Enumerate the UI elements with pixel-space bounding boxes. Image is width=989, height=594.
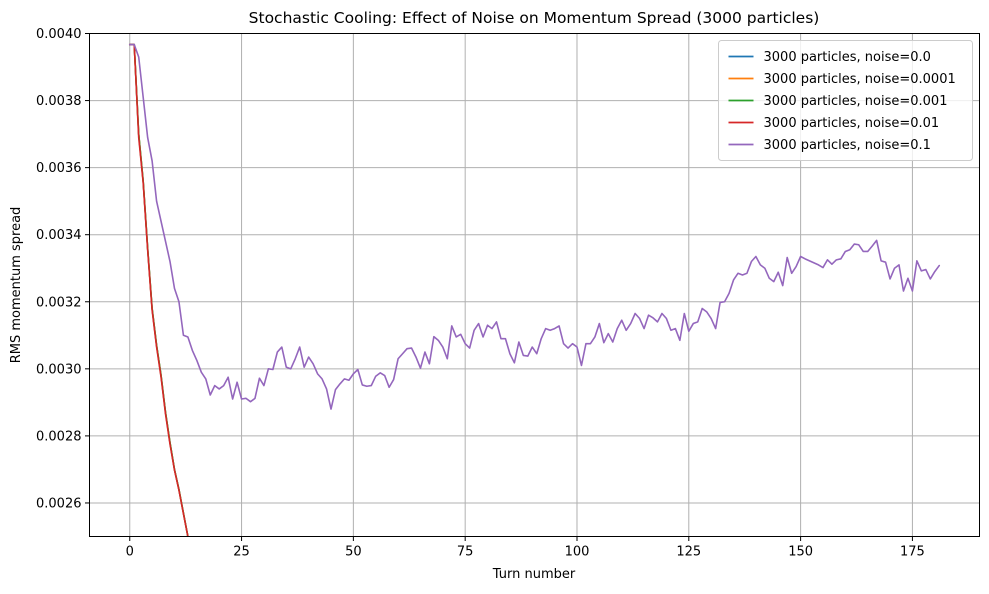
y-tick-label: 0.0038 <box>36 94 82 109</box>
x-tick-label: 25 <box>233 545 250 560</box>
x-axis-title: Turn number <box>492 567 576 582</box>
legend-label: 3000 particles, noise=0.001 <box>764 94 948 109</box>
series-layer <box>128 43 941 537</box>
y-tick-label: 0.0034 <box>36 228 82 243</box>
y-axis: 0.0026 0.0028 0.0030 0.0032 0.0034 0.0036 0.00… <box>36 27 90 511</box>
series-line-2 <box>128 43 189 537</box>
x-tick-label: 50 <box>345 545 362 560</box>
legend-label: 3000 particles, noise=0.0 <box>764 50 931 65</box>
x-tick-label: 175 <box>900 545 925 560</box>
y-tick-label: 0.0036 <box>36 161 82 176</box>
y-tick-label: 0.0040 <box>36 27 82 42</box>
x-tick-label: 75 <box>457 545 474 560</box>
legend-box <box>718 40 973 161</box>
series-line-1 <box>128 43 189 537</box>
y-axis-title: RMS momentum spread <box>9 207 24 364</box>
plot-area-frame <box>89 33 980 537</box>
x-tick-label: 0 <box>126 545 134 560</box>
x-tick-label: 100 <box>565 545 590 560</box>
legend: 3000 particles, noise=0.0 3000 particles,… <box>718 40 973 161</box>
y-tick-label: 0.0030 <box>36 362 82 377</box>
x-axis: 0 25 50 75 100 125 150 175 <box>126 536 925 560</box>
legend-label: 3000 particles, noise=0.1 <box>764 138 931 153</box>
y-tick-label: 0.0028 <box>36 429 82 444</box>
chart-title: Stochastic Cooling: Effect of Noise on M… <box>249 9 820 27</box>
x-tick-label: 150 <box>788 545 813 560</box>
y-tick-label: 0.0026 <box>36 496 82 511</box>
series-line-0 <box>128 43 189 537</box>
legend-label: 3000 particles, noise=0.01 <box>764 116 940 131</box>
legend-label: 3000 particles, noise=0.0001 <box>764 72 956 87</box>
series-line-4 <box>128 43 941 410</box>
series-line-3 <box>128 43 189 537</box>
x-tick-label: 125 <box>676 545 701 560</box>
grid-layer <box>89 33 980 537</box>
y-tick-label: 0.0032 <box>36 295 82 310</box>
